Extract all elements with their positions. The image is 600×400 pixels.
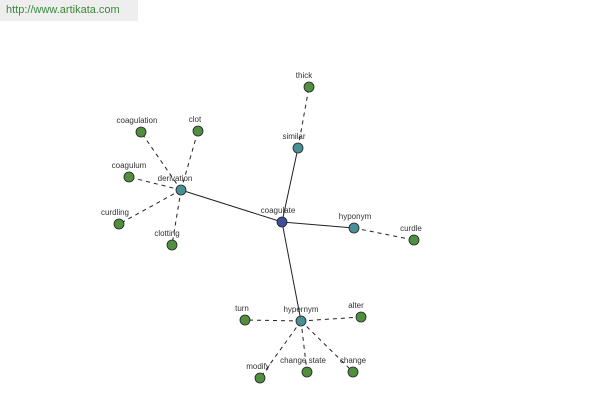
node-label[interactable]: coagulate <box>261 206 296 215</box>
node[interactable] <box>303 81 315 93</box>
node[interactable] <box>355 311 367 323</box>
node-label[interactable]: similar <box>282 132 305 141</box>
edge <box>300 316 362 322</box>
node-label[interactable]: modify <box>246 362 270 371</box>
edge <box>281 221 355 229</box>
header: http://www.artikata.com <box>0 0 138 21</box>
node-label[interactable]: hypernym <box>283 305 318 314</box>
node[interactable] <box>295 315 307 327</box>
node[interactable] <box>292 142 304 154</box>
url[interactable]: http://www.artikata.com <box>6 4 120 16</box>
node[interactable] <box>239 314 251 326</box>
node[interactable] <box>175 184 187 196</box>
edge <box>140 131 182 191</box>
node-label[interactable]: derivation <box>158 174 193 183</box>
edge <box>171 189 182 246</box>
node[interactable] <box>123 171 135 183</box>
node-label[interactable]: alter <box>348 301 364 310</box>
node-label[interactable]: coagulation <box>117 116 158 125</box>
node[interactable] <box>301 366 313 378</box>
node-label[interactable]: change <box>340 356 367 365</box>
node-label[interactable]: clotting <box>154 229 179 238</box>
edge <box>180 189 283 223</box>
node-label[interactable]: hyponym <box>339 212 372 221</box>
edge <box>118 189 182 225</box>
edge <box>281 147 299 223</box>
edge <box>300 320 308 373</box>
node-label[interactable]: thick <box>296 71 313 80</box>
edge <box>281 221 302 322</box>
node-label[interactable]: curdling <box>101 208 129 217</box>
node[interactable] <box>347 366 359 378</box>
node[interactable] <box>135 126 147 138</box>
node[interactable] <box>408 234 420 246</box>
node[interactable] <box>113 218 125 230</box>
edge <box>353 227 415 241</box>
node[interactable] <box>348 222 360 234</box>
edge <box>128 176 182 191</box>
edge <box>180 130 199 191</box>
node[interactable] <box>166 239 178 251</box>
node-label[interactable]: change state <box>280 356 326 365</box>
edge <box>244 319 302 322</box>
node-label[interactable]: curdle <box>400 224 422 233</box>
edge <box>259 320 302 379</box>
node[interactable] <box>254 372 266 384</box>
node[interactable] <box>192 125 204 137</box>
node-label[interactable]: coagulum <box>112 161 147 170</box>
node-label[interactable]: turn <box>235 304 249 313</box>
node[interactable] <box>276 216 288 228</box>
edge <box>297 86 310 149</box>
node-label[interactable]: clot <box>189 115 202 124</box>
